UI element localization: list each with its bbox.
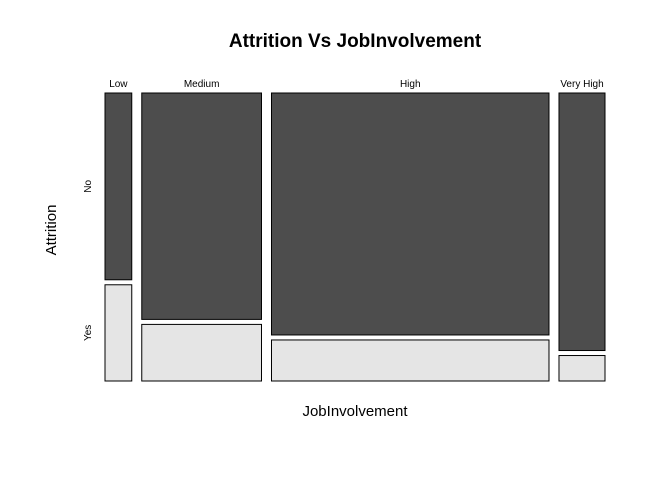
tile-medium-no: [141, 92, 262, 320]
tile-medium-yes: [141, 323, 262, 382]
mosaic-tiles: [104, 92, 606, 382]
response-labels: No Yes: [83, 180, 94, 341]
tile-high-no: [270, 92, 550, 336]
category-label-low: Low: [109, 79, 128, 90]
category-label-medium: Medium: [184, 79, 220, 90]
tile-low-yes: [104, 284, 133, 382]
tile-very-high-no: [558, 92, 606, 352]
chart-title: Attrition Vs JobInvolvement: [229, 31, 482, 52]
x-axis-label: JobInvolvement: [302, 403, 408, 420]
tile-high-yes: [270, 339, 550, 382]
category-labels: Low Medium High Very High: [109, 79, 603, 90]
tile-very-high-yes: [558, 355, 606, 382]
response-label-no: No: [83, 180, 94, 193]
y-axis-label: Attrition: [43, 205, 60, 256]
category-label-high: High: [400, 79, 421, 90]
tile-low-no: [104, 92, 133, 281]
response-label-yes: Yes: [83, 325, 94, 341]
category-label-very-high: Very High: [560, 79, 603, 90]
